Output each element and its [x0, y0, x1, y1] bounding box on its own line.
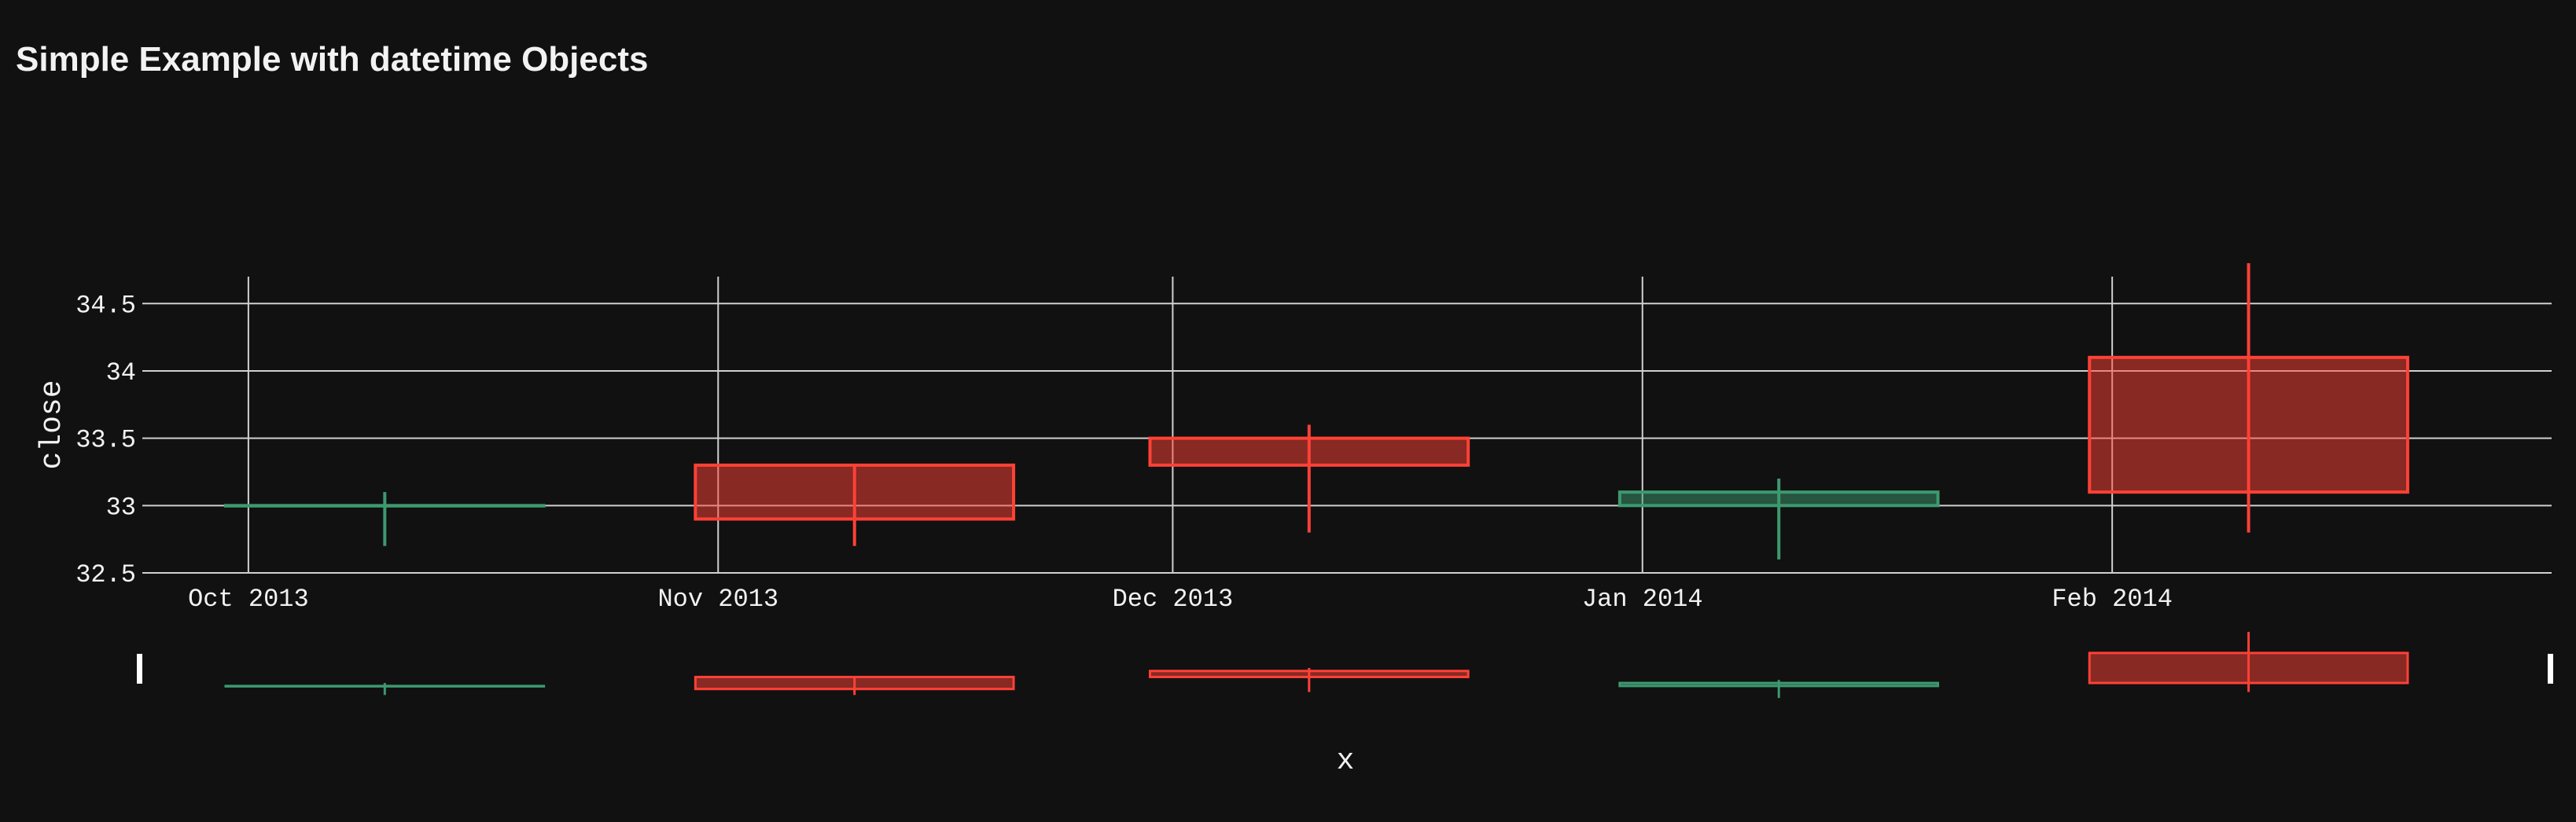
y-tick-label: 34: [106, 358, 136, 387]
slider-candle-body: [1618, 681, 1940, 688]
candle: [223, 492, 546, 546]
x-axis-title: x: [1337, 744, 1355, 778]
slider-candle-body: [224, 684, 546, 688]
candle: [2088, 262, 2409, 533]
range-slider[interactable]: [137, 632, 2553, 699]
slider-candle: [1148, 668, 1470, 692]
slider-candle: [224, 683, 546, 695]
slider-candle-body: [2088, 651, 2409, 684]
chart-title: Simple Example with datetime Objects: [16, 40, 648, 79]
x-tick-label: Feb 2014: [2052, 585, 2173, 614]
slider-candle-body: [1148, 670, 1470, 678]
x-tick-label: Nov 2013: [657, 585, 778, 614]
x-tick-label: Oct 2013: [188, 585, 309, 614]
range-slider-left-handle[interactable]: [137, 654, 142, 684]
y-tick-label: 33.5: [75, 426, 136, 455]
y-tick-label: 32.5: [75, 560, 136, 589]
slider-candle: [694, 675, 1015, 695]
candle-body: [694, 463, 1016, 521]
range-slider-candles: [224, 632, 2409, 699]
candle: [694, 463, 1016, 546]
candle-body: [223, 504, 546, 508]
y-axis-ticks: 32.5 33 33.5 34 34.5: [75, 291, 136, 589]
slider-candle: [2088, 632, 2409, 692]
range-slider-right-handle[interactable]: [2548, 654, 2553, 684]
slider-candle: [1618, 680, 1940, 699]
candle-body: [1617, 490, 1940, 508]
y-tick-label: 33: [106, 493, 136, 522]
candles: [223, 262, 2409, 560]
x-axis-ticks: Oct 2013 Nov 2013 Dec 2013 Jan 2014 Feb 2014: [188, 585, 2173, 614]
candle: [1148, 424, 1470, 533]
x-tick-label: Jan 2014: [1582, 585, 1703, 614]
candle-body: [2088, 355, 2409, 494]
candle-body: [1148, 436, 1470, 467]
y-axis-title: close: [35, 380, 69, 469]
x-tick-label: Dec 2013: [1113, 585, 1234, 614]
slider-candle-body: [694, 675, 1015, 691]
candle: [1617, 479, 1940, 560]
y-tick-label: 34.5: [75, 291, 136, 320]
